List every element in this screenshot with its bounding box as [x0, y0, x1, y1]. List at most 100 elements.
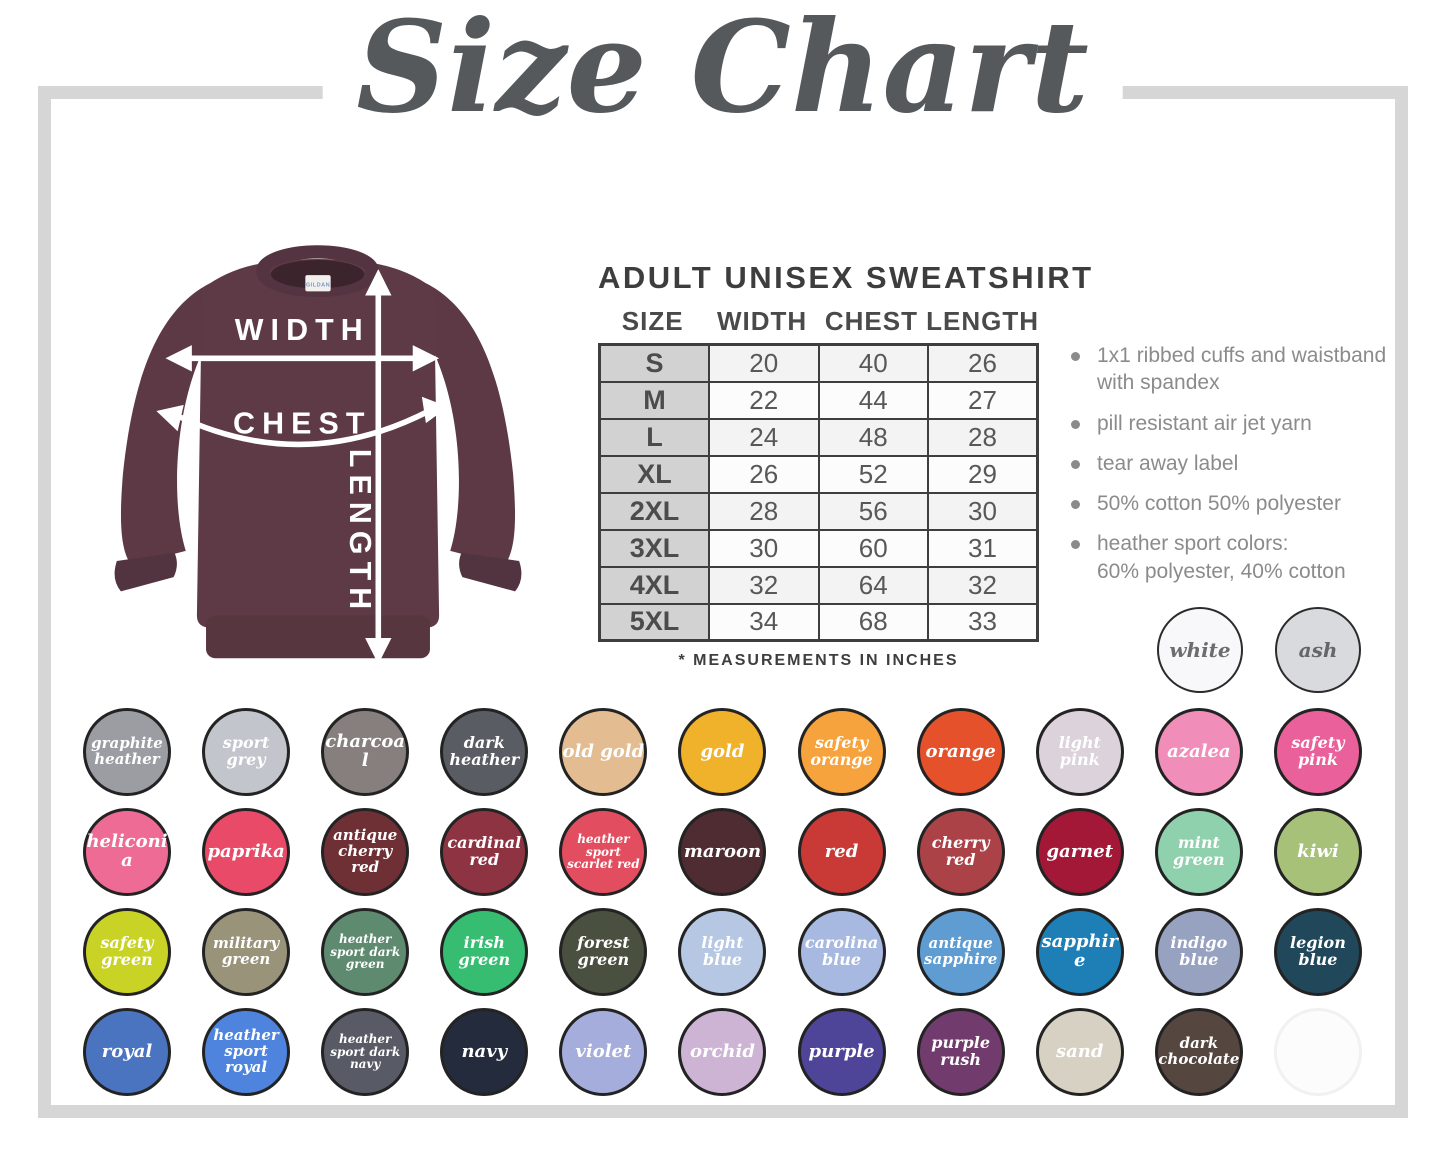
column-header: LENGTH [926, 306, 1040, 336]
swatch-label: navy [461, 1040, 508, 1062]
feature-list: 1x1 ribbed cuffs and waistband with span… [1064, 342, 1390, 598]
neck-tag-text: GILDAN [306, 282, 330, 288]
sweatshirt-diagram: GILDAN WIDTH CHEST LENGTH [114, 245, 522, 665]
color-swatch-navy: navy [440, 1008, 529, 1096]
swatch-label: military green [212, 934, 280, 968]
value-cell: 28 [927, 417, 1039, 457]
color-swatch-sapphire: sapphire [1035, 908, 1124, 996]
swatch-label: kiwi [1297, 840, 1339, 862]
value-cell: 24 [708, 417, 820, 457]
neck-tag [305, 275, 331, 292]
width-arrowhead-right [412, 345, 440, 372]
swatch-label: orchid [689, 1040, 755, 1062]
color-swatch-indigo-blue: indigo blue [1154, 908, 1243, 996]
color-swatch-heather-sport-royal: heather sport royal [202, 1008, 291, 1096]
feature-item: 1x1 ribbed cuffs and waistband with span… [1064, 342, 1390, 397]
size-table-header: SIZE WIDTH CHEST LENGTH [598, 306, 1039, 337]
product-heading: ADULT UNISEX SWEATSHIRT [598, 260, 1094, 295]
swatch-label: safety orange [810, 733, 873, 769]
table-row: L 24 48 28 [598, 417, 1039, 457]
color-swatch-sport-grey: sport grey [202, 708, 291, 796]
color-swatch-forest-green: forest green [559, 908, 648, 996]
swatch-label: safety pink [1291, 733, 1345, 769]
column-header: CHEST [824, 306, 918, 336]
swatch-label: sport grey [222, 733, 270, 769]
size-cell: XL [598, 454, 710, 494]
swatch-label: legion blue [1290, 933, 1346, 969]
value-cell: 60 [817, 528, 929, 568]
feature-item: tear away label [1064, 450, 1390, 477]
chest-arrowhead-right [421, 396, 449, 424]
color-swatch-antique-sapphire: antique sapphire [916, 908, 1005, 996]
value-cell: 22 [708, 380, 820, 420]
value-cell: 26 [708, 454, 820, 494]
swatch-label: paprika [207, 840, 285, 862]
swatch-label: royal [101, 1040, 153, 1062]
swatch-label: gold [700, 740, 745, 762]
swatch-label: dark chocolate [1158, 1034, 1240, 1068]
color-swatch-light-pink: light pink [1035, 708, 1124, 796]
length-arrowhead-bottom [365, 637, 392, 665]
swatch-row-3: safety green military green heather sport … [83, 908, 1362, 996]
value-cell: 29 [927, 454, 1039, 494]
value-cell: 44 [817, 380, 929, 420]
color-swatch-royal: royal [83, 1008, 171, 1096]
value-cell: 40 [817, 343, 929, 383]
color-swatch-blank [1273, 1008, 1362, 1096]
swatch-label: forest green [577, 933, 630, 969]
size-cell: 5XL [598, 602, 710, 642]
value-cell: 28 [708, 491, 820, 531]
swatch-label: charcoal [325, 731, 406, 771]
table-row: S 20 40 26 [598, 343, 1039, 383]
length-arrowhead-top [365, 269, 392, 296]
value-cell: 27 [927, 380, 1039, 420]
swatch-row-2: heliconia paprika antique cherry red cardin… [83, 808, 1362, 896]
size-cell: 2XL [598, 491, 710, 531]
color-swatch-garnet: garnet [1035, 808, 1124, 896]
table-row: XL 26 52 29 [598, 454, 1039, 494]
color-swatch-graphite-heather: graphite heather [83, 708, 171, 796]
swatch-label: dark heather [449, 733, 520, 769]
swatch-label: old gold [562, 740, 645, 762]
swatch-label: light pink [1058, 733, 1101, 769]
feature-item: pill resistant air jet yarn [1064, 410, 1390, 437]
value-cell: 26 [927, 343, 1039, 383]
swatch-label: orange [925, 740, 996, 762]
value-cell: 32 [927, 565, 1039, 605]
swatch-label: red [824, 840, 859, 862]
measurement-arrows [156, 269, 449, 665]
value-cell: 48 [817, 417, 929, 457]
value-cell: 34 [708, 602, 820, 642]
value-cell: 31 [927, 528, 1039, 568]
color-swatch-military-green: military green [202, 908, 291, 996]
color-swatch-sand: sand [1035, 1008, 1124, 1096]
color-swatch-paprika: paprika [202, 808, 291, 896]
table-row: 4XL 32 64 32 [598, 565, 1039, 605]
swatch-label: maroon [683, 840, 762, 862]
standalone-swatch-ash: ash [1275, 607, 1361, 693]
color-swatch-safety-pink: safety pink [1273, 708, 1362, 796]
color-swatch-gold: gold [678, 708, 767, 796]
value-cell: 32 [708, 565, 820, 605]
color-swatch-mint-green: mint green [1154, 808, 1243, 896]
swatch-label: cherry red [931, 833, 990, 869]
swatch-label: sand [1056, 1040, 1104, 1062]
swatch-label: light blue [701, 933, 744, 969]
color-swatch-ash: ash [1275, 607, 1361, 693]
swatch-label: irish green [458, 933, 511, 969]
column-header: WIDTH [716, 306, 808, 336]
value-cell: 52 [817, 454, 929, 494]
chest-label: CHEST [233, 406, 371, 440]
feature-item: heather sport colors: 60% polyester, 40%… [1064, 530, 1390, 585]
value-cell: 20 [708, 343, 820, 383]
swatch-label: indigo blue [1170, 933, 1228, 969]
swatch-label: antique sapphire [924, 934, 998, 968]
color-swatch-charcoal: charcoal [321, 708, 410, 796]
swatch-label: carolina blue [804, 933, 879, 969]
swatch-label: azalea [1167, 740, 1231, 762]
swatch-row-1: graphite heather sport grey charcoal dark h… [83, 708, 1362, 796]
swatch-label: antique cherry red [333, 826, 398, 876]
swatch-label: cardinal red [447, 833, 522, 869]
color-swatch-antique-cherry-red: antique cherry red [321, 808, 410, 896]
